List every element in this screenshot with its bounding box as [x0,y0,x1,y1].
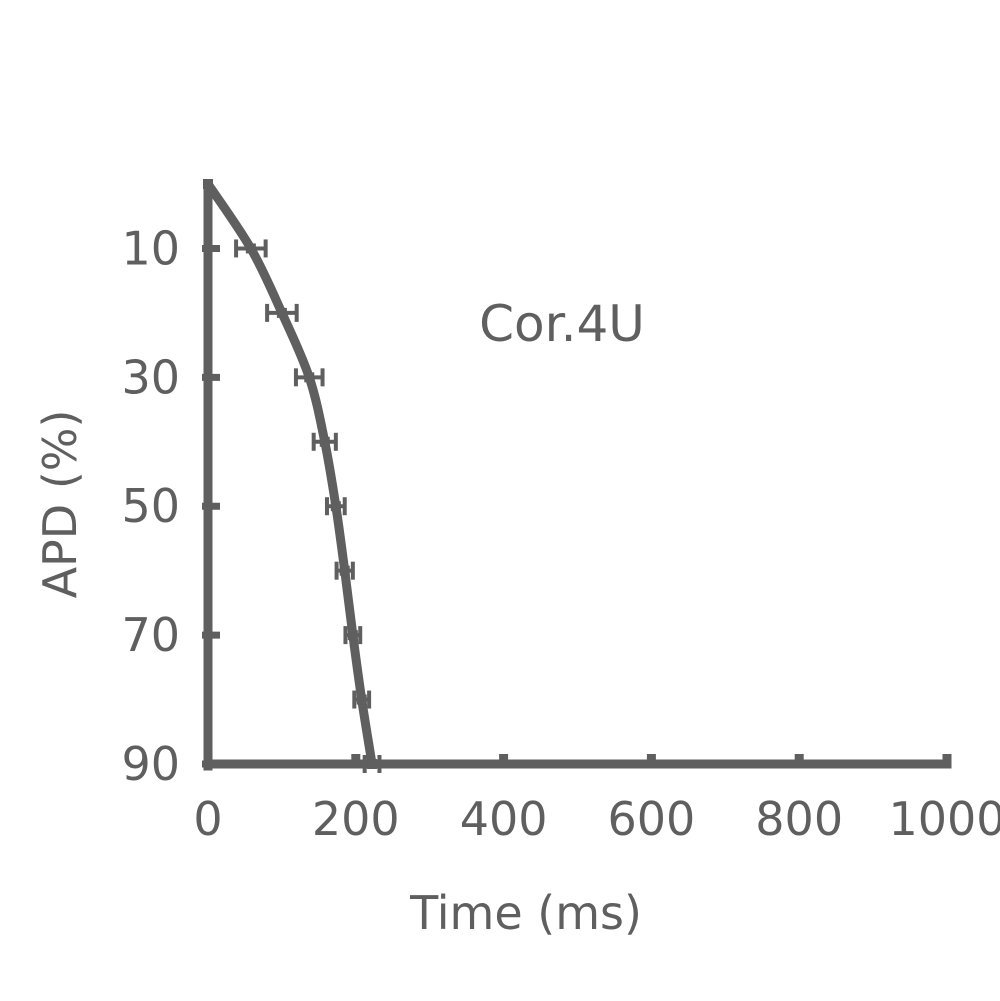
data-point-0 [203,179,213,189]
data-point-4 [319,436,330,447]
y-tick-label-10: 10 [121,221,180,275]
y-tick-label-90: 90 [121,737,180,791]
x-axis-title: Time (ms) [409,886,642,940]
data-point-1 [245,243,256,254]
data-point-9 [367,759,378,769]
x-tick-label-600: 600 [607,792,695,846]
x-tick-label-1000: 1000 [888,792,1000,846]
data-point-8 [356,694,367,705]
data-point-3 [304,372,315,383]
y-tick-label-50: 50 [121,479,180,533]
data-point-2 [276,307,287,318]
chart-annotation: Cor.4U [479,295,645,353]
x-tick-label-0: 0 [193,792,222,846]
y-tick-label-70: 70 [121,608,180,662]
plot-area: 0 200 400 600 800 1000 10 30 50 70 90 [121,179,1000,846]
y-tick-label-30: 30 [121,350,180,404]
data-point-5 [330,501,341,512]
data-point-6 [339,565,350,576]
y-axis-title: APD (%) [33,410,87,599]
x-tick-label-200: 200 [312,792,400,846]
x-tick-label-800: 800 [755,792,843,846]
series-line-0 [203,179,377,769]
x-tick-label-400: 400 [460,792,548,846]
data-point-7 [347,630,358,641]
